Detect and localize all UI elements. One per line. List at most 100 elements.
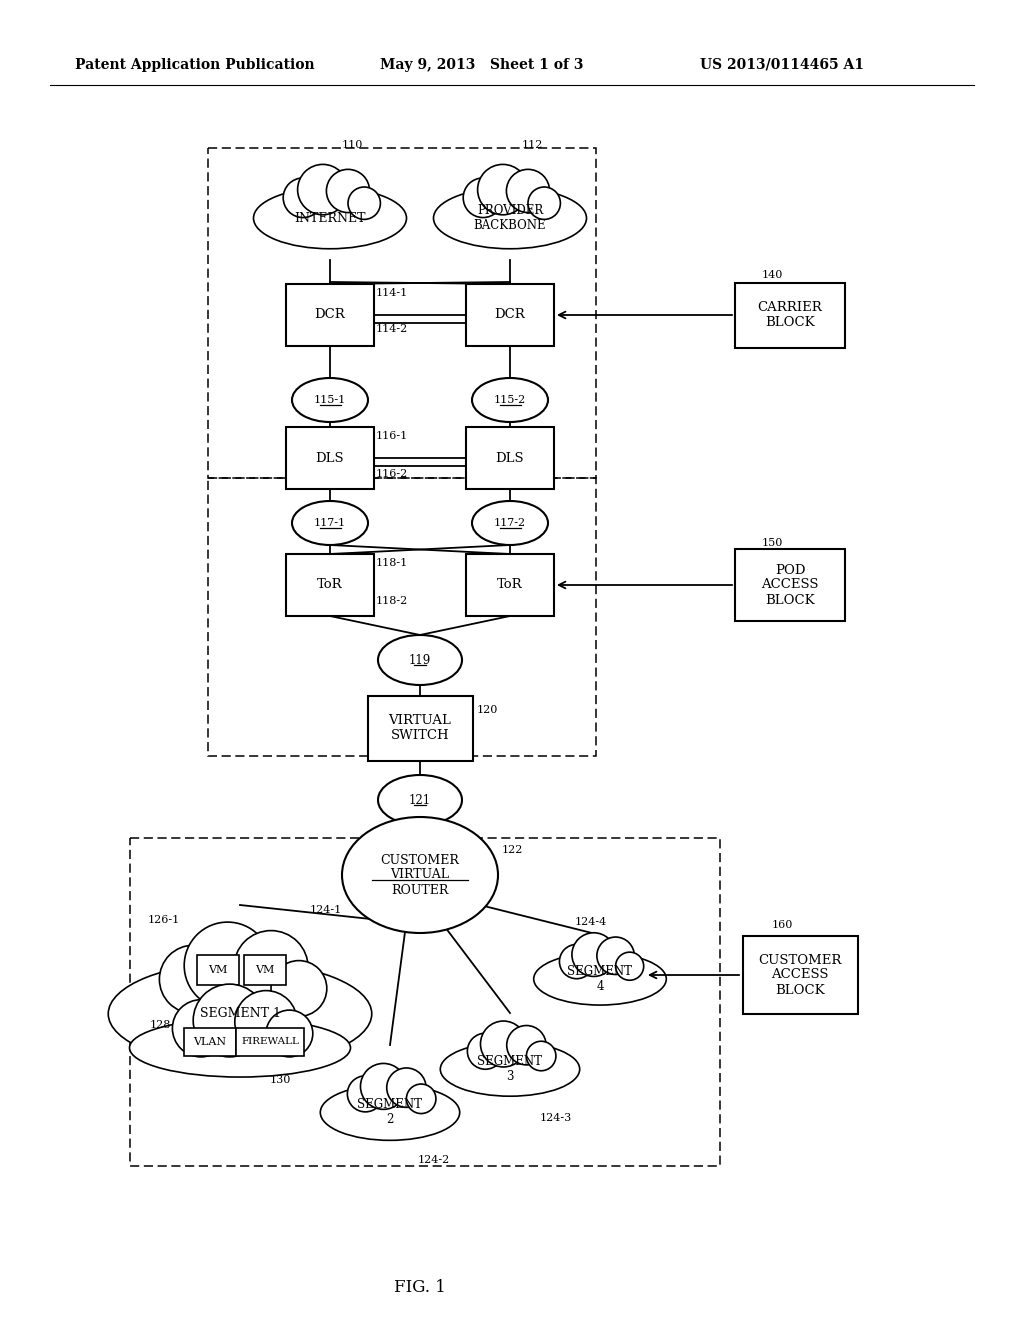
Text: 122: 122 [502,845,523,855]
Text: FIG. 1: FIG. 1 [394,1279,445,1296]
Circle shape [360,1064,407,1109]
FancyBboxPatch shape [368,696,472,760]
Circle shape [528,187,560,219]
Circle shape [234,990,297,1053]
Circle shape [271,961,327,1016]
Ellipse shape [109,962,372,1065]
Text: 116-1: 116-1 [376,432,409,441]
Circle shape [480,1022,526,1067]
Text: 118-1: 118-1 [376,558,409,568]
Text: CUSTOMER
VIRTUAL
ROUTER: CUSTOMER VIRTUAL ROUTER [381,854,460,896]
Text: 126-1: 126-1 [148,915,180,925]
Text: SEGMENT 1: SEGMENT 1 [200,1007,281,1020]
Text: DCR: DCR [314,309,345,322]
Ellipse shape [534,953,667,1005]
FancyBboxPatch shape [735,549,845,620]
Text: 115-1: 115-1 [314,395,346,405]
Ellipse shape [433,187,587,248]
Text: SEGMENT
4: SEGMENT 4 [567,965,633,993]
Text: 114-2: 114-2 [376,323,409,334]
Text: SEGMENT
3: SEGMENT 3 [477,1055,543,1084]
Ellipse shape [321,1085,460,1140]
FancyBboxPatch shape [244,954,286,985]
FancyBboxPatch shape [197,954,239,985]
Ellipse shape [292,378,368,422]
Text: POD
ACCESS
BLOCK: POD ACCESS BLOCK [761,564,819,606]
Text: ToR: ToR [498,578,523,591]
Circle shape [477,165,528,215]
FancyBboxPatch shape [286,426,374,488]
FancyBboxPatch shape [742,936,857,1014]
Text: ToR: ToR [317,578,343,591]
Text: 117-2: 117-2 [494,517,526,528]
Circle shape [327,169,370,213]
Text: 124-1: 124-1 [310,906,342,915]
Text: 120: 120 [476,705,498,715]
Text: CUSTOMER
ACCESS
BLOCK: CUSTOMER ACCESS BLOCK [759,953,842,997]
Circle shape [347,1076,383,1111]
Text: 112: 112 [522,140,544,150]
Circle shape [184,923,271,1008]
Text: VM: VM [255,965,274,975]
FancyBboxPatch shape [466,284,554,346]
Circle shape [284,178,323,218]
Circle shape [463,178,503,218]
Text: US 2013/0114465 A1: US 2013/0114465 A1 [700,58,864,73]
Text: 115-2: 115-2 [494,395,526,405]
Circle shape [233,931,308,1005]
Text: DCR: DCR [495,309,525,322]
Text: PROVIDER
BACKBONE: PROVIDER BACKBONE [474,205,547,232]
Text: 126-2: 126-2 [263,990,293,999]
Text: 160: 160 [772,920,794,931]
Ellipse shape [129,1019,350,1077]
Circle shape [160,945,227,1014]
Text: FIREWALL: FIREWALL [241,1038,299,1047]
Ellipse shape [472,502,548,545]
Text: 117-1: 117-1 [314,517,346,528]
Ellipse shape [378,775,462,825]
Text: 110: 110 [342,140,364,150]
Text: 116-2: 116-2 [376,469,409,479]
Text: CARRIER
BLOCK: CARRIER BLOCK [758,301,822,329]
FancyBboxPatch shape [735,282,845,347]
Circle shape [348,187,380,219]
Text: 118-2: 118-2 [376,597,409,606]
Ellipse shape [378,635,462,685]
Ellipse shape [342,817,498,933]
Ellipse shape [254,187,407,248]
Text: 140: 140 [762,271,783,280]
Text: 130: 130 [270,1074,292,1085]
Text: INTERNET: INTERNET [294,211,366,224]
Ellipse shape [440,1043,580,1096]
FancyBboxPatch shape [236,1028,304,1056]
Circle shape [387,1068,426,1107]
Text: 124-2: 124-2 [418,1155,451,1166]
Circle shape [597,937,634,974]
Ellipse shape [472,378,548,422]
Circle shape [172,999,229,1057]
Text: DLS: DLS [496,451,524,465]
Circle shape [407,1084,436,1114]
Circle shape [194,985,266,1057]
Circle shape [266,1010,312,1057]
Circle shape [572,933,615,977]
Circle shape [467,1034,504,1069]
Circle shape [298,165,348,215]
Text: VM: VM [208,965,227,975]
FancyBboxPatch shape [286,554,374,616]
Circle shape [507,169,550,213]
Circle shape [507,1026,546,1065]
Text: DLS: DLS [315,451,344,465]
Ellipse shape [292,502,368,545]
Text: 150: 150 [762,539,783,548]
FancyBboxPatch shape [466,426,554,488]
Text: SEGMENT
2: SEGMENT 2 [357,1098,423,1126]
Text: 124-4: 124-4 [575,917,607,927]
Text: VLAN: VLAN [194,1038,226,1047]
FancyBboxPatch shape [184,1028,236,1056]
Text: 119: 119 [409,653,431,667]
FancyBboxPatch shape [286,284,374,346]
Circle shape [559,944,594,978]
Text: Patent Application Publication: Patent Application Publication [75,58,314,73]
Circle shape [615,952,644,981]
